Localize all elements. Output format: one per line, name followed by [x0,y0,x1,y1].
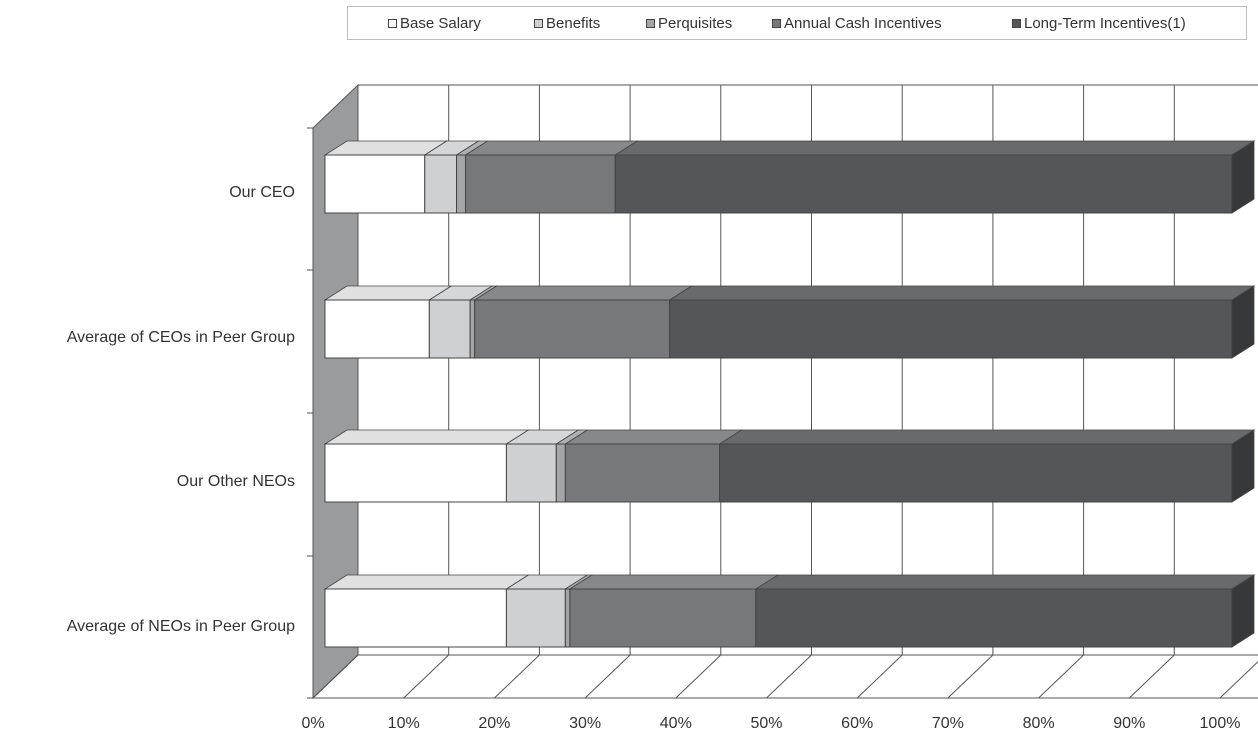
legend-item-base-salary: Base Salary [388,15,481,32]
legend: Base Salary Benefits Perquisites Annual … [347,6,1247,40]
category-label-avg-neos-peer: Average of NEOs in Peer Group [66,618,295,635]
bar-segment [465,154,616,214]
floor [311,654,1258,699]
bar-top-4 [754,574,1256,590]
legend-label: Long-Term Incentives(1) [1024,15,1186,32]
x-tick-label: 50% [750,715,782,732]
bar-segment [719,443,1233,503]
bar-segment [428,299,471,359]
floor-gridline [312,654,359,699]
legend-swatch-long-term-incentives [1012,19,1021,28]
legend-swatch-base-salary [388,19,397,28]
x-tick-label: 30% [569,715,601,732]
x-tick-label: 80% [1023,715,1055,732]
bar-top-3 [473,285,694,301]
bar-segment [505,443,557,503]
bar-top-3 [568,574,780,590]
floor-gridline [947,654,994,699]
x-tick-label: 60% [841,715,873,732]
bar-segment [669,299,1233,359]
legend-swatch-perquisites [646,19,655,28]
bar-top-3 [563,429,743,445]
bar-top-4 [718,429,1256,445]
x-tick-label: 10% [388,715,420,732]
category-label-avg-ceos-peer: Average of CEOs in Peer Group [66,329,295,346]
bar-side [1231,429,1255,503]
floor-gridline [1128,654,1175,699]
bar-segment [324,299,430,359]
bar-segment [456,154,467,214]
legend-label: Annual Cash Incentives [784,15,942,32]
chart-bars [323,140,1256,648]
x-tick-label: 40% [660,715,692,732]
x-tick-label: 0% [301,715,324,732]
bar-segment [469,299,476,359]
bar-side [1231,285,1255,359]
floor-gridline [403,654,450,699]
legend-label: Benefits [546,15,601,32]
bar-top-0 [323,429,530,445]
bar-side [1231,574,1255,648]
legend-swatch-benefits [534,19,543,28]
bar-segment [564,588,571,648]
bar-segment [324,154,426,214]
floor-gridline [856,654,903,699]
bar-segment [424,154,458,214]
legend-label: Base Salary [400,15,481,32]
x-tick-label: 100% [1200,715,1241,732]
bar-top-3 [464,140,639,156]
bar-segment [505,588,566,648]
bar-segment [474,299,671,359]
bar-top-0 [323,574,530,590]
bar-segment [555,443,566,503]
category-label-our-ceo: Our CEO [229,184,295,201]
floor-gridline [584,654,631,699]
x-tick-label: 90% [1113,715,1145,732]
legend-item-perquisites: Perquisites [646,15,732,32]
legend-label: Perquisites [658,15,733,32]
floor-gridline [494,654,540,699]
floor-gridline [766,654,812,699]
legend-item-annual-cash-incentives: Annual Cash Incentives [772,15,942,32]
floor-gridline [675,654,722,699]
legend-swatch-annual-cash-incentives [772,19,781,28]
legend-item-long-term-incentives: Long-Term Incentives(1) [1012,15,1186,32]
x-tick-label: 20% [478,715,510,732]
bar-top-4 [613,140,1256,156]
bar-top-4 [668,285,1256,301]
bar-segment [569,588,757,648]
legend-item-benefits: Benefits [534,15,600,32]
bar-segment [324,588,507,648]
bar-segment [614,154,1233,214]
bar-segment [755,588,1233,648]
category-label-our-other-neos: Our Other NEOs [176,473,295,490]
bar-segment [324,443,507,503]
chart-x-tick-labels: 0% 10% 20% 30% 40% 50% 60% 70% 80% 90% 100% [301,715,1240,732]
bar-segment [564,443,721,503]
x-tick-label: 70% [932,715,964,732]
bar-side [1231,140,1255,214]
floor-gridline [1038,654,1084,699]
